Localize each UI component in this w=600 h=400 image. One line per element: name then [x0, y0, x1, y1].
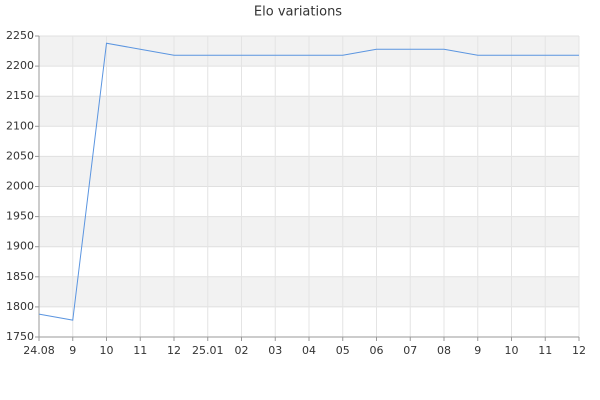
y-tick-label: 2250	[6, 29, 34, 42]
y-tick-label: 2150	[6, 89, 34, 102]
x-tick-label: 10	[505, 344, 519, 357]
y-tick-label: 2100	[6, 119, 34, 132]
x-tick-label: 11	[538, 344, 552, 357]
x-tick-label: 07	[403, 344, 417, 357]
y-tick-label: 2200	[6, 59, 34, 72]
y-tick-label: 2050	[6, 149, 34, 162]
y-tick-label: 1900	[6, 240, 34, 253]
x-tick-label: 24.08	[23, 344, 55, 357]
x-tick-label: 9	[474, 344, 481, 357]
x-tick-label: 03	[268, 344, 282, 357]
y-tick-label: 2000	[6, 180, 34, 193]
y-tick-label: 1850	[6, 270, 34, 283]
y-tick-label: 1750	[6, 330, 34, 343]
chart-title: Elo variations	[254, 5, 342, 20]
x-tick-label: 04	[302, 344, 316, 357]
x-tick-label: 08	[437, 344, 451, 357]
y-tick-label: 1800	[6, 300, 34, 313]
x-tick-label: 11	[133, 344, 147, 357]
x-tick-label: 06	[370, 344, 384, 357]
y-tick-label: 1950	[6, 210, 34, 223]
x-tick-label: 9	[69, 344, 76, 357]
x-tick-label: 02	[235, 344, 249, 357]
x-tick-label: 12	[572, 344, 586, 357]
x-tick-label: 05	[336, 344, 350, 357]
x-tick-label: 25.01	[192, 344, 224, 357]
data-line	[38, 42, 579, 321]
x-tick-label: 12	[167, 344, 181, 357]
x-tick-label: 10	[100, 344, 114, 357]
